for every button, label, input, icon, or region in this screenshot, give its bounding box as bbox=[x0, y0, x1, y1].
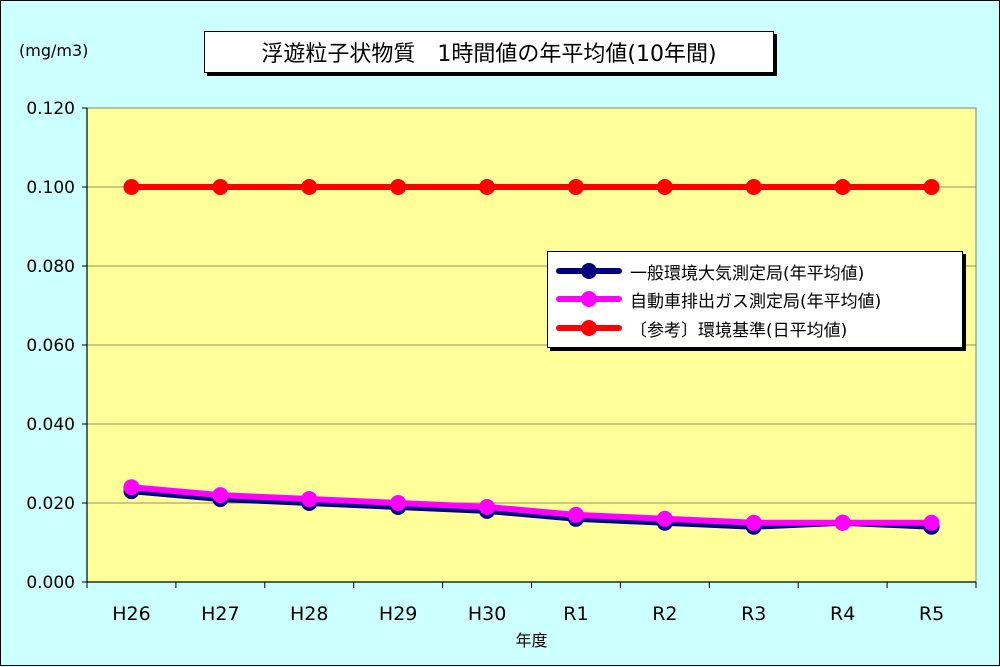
series-1-point bbox=[923, 514, 940, 531]
legend-item-standard: 〔参考〕環境基準(日平均値) bbox=[548, 316, 962, 341]
series-1-point bbox=[390, 495, 407, 511]
series-2-point bbox=[656, 179, 673, 195]
legend-label-roadside: 自動車排出ガス測定局(年平均値) bbox=[630, 291, 882, 312]
series-2-point bbox=[212, 179, 229, 195]
series-line-1 bbox=[128, 484, 935, 526]
legend-swatch-roadside bbox=[554, 287, 624, 311]
x-tick-label: R2 bbox=[652, 603, 677, 625]
series-1-point bbox=[301, 491, 318, 508]
series-1-point bbox=[212, 487, 229, 504]
x-tick-label: H30 bbox=[468, 603, 506, 625]
x-tick-label: H29 bbox=[379, 603, 417, 625]
legend-label-general: 一般環境大気測定局(年平均値) bbox=[630, 263, 865, 284]
legend-swatch-general bbox=[554, 259, 624, 283]
legend-item-general: 一般環境大気測定局(年平均値) bbox=[548, 259, 962, 284]
x-axis-title: 年度 bbox=[515, 631, 547, 650]
x-tick-label: H26 bbox=[112, 603, 150, 625]
series-1-point bbox=[123, 479, 140, 496]
y-tick-label: 0.060 bbox=[26, 336, 75, 356]
x-tick-label: R5 bbox=[919, 603, 944, 625]
legend-swatch-standard bbox=[554, 316, 624, 340]
x-tick-label: H27 bbox=[201, 603, 239, 625]
y-tick-label: 0.020 bbox=[26, 494, 75, 514]
legend-label-standard: 〔参考〕環境基準(日平均値) bbox=[630, 320, 848, 341]
series-1-point bbox=[745, 514, 762, 531]
series-2-point bbox=[923, 179, 940, 195]
series-1-point bbox=[656, 510, 673, 527]
x-tick-label: R3 bbox=[741, 603, 766, 625]
series-2-point bbox=[567, 179, 584, 195]
y-tick-label: 0.040 bbox=[26, 415, 75, 435]
x-tick-label: R4 bbox=[830, 603, 855, 625]
series-1-point bbox=[567, 506, 584, 523]
y-tick-label: 0.080 bbox=[26, 257, 75, 277]
x-tick-label: H28 bbox=[290, 603, 328, 625]
series-2-point bbox=[834, 179, 851, 195]
y-tick-label: 0.000 bbox=[26, 573, 75, 593]
chart-title: 浮遊粒子状物質 1時間値の年平均値(10年間) bbox=[261, 42, 717, 67]
series-2-point bbox=[123, 179, 140, 195]
series-2-point bbox=[745, 179, 762, 195]
x-tick-label: R1 bbox=[563, 603, 588, 625]
y-tick-label: 0.100 bbox=[26, 178, 75, 198]
series-2-point bbox=[479, 179, 496, 195]
legend-item-roadside: 自動車排出ガス測定局(年平均値) bbox=[548, 287, 962, 312]
series-2-point bbox=[301, 179, 318, 195]
y-tick-label: 0.120 bbox=[26, 99, 75, 119]
y-unit-label: (mg/m3) bbox=[19, 41, 89, 60]
series-2-point bbox=[390, 179, 407, 195]
series-1-point bbox=[834, 514, 851, 531]
series-1-point bbox=[479, 498, 496, 515]
legend: 一般環境大気測定局(年平均値) 自動車排出ガス測定局(年平均値) 〔参考〕環境基… bbox=[547, 251, 963, 348]
chart-title-box: 浮遊粒子状物質 1時間値の年平均値(10年間) bbox=[204, 31, 774, 73]
